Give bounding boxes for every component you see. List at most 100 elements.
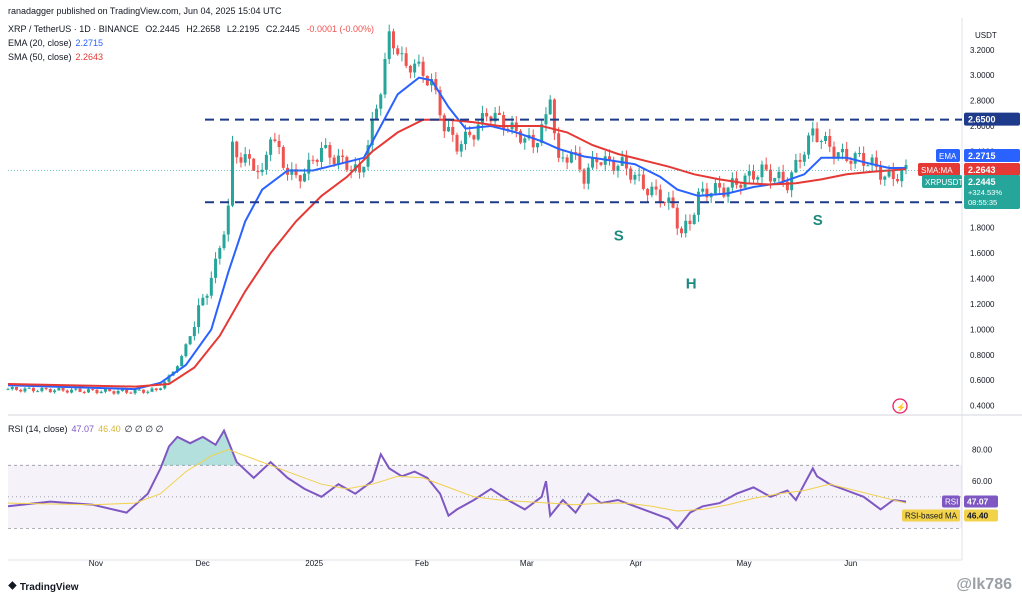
candle-body[interactable] — [315, 159, 319, 162]
candle-body[interactable] — [319, 147, 323, 162]
candle-body[interactable] — [137, 389, 141, 391]
candle-body[interactable] — [811, 128, 815, 136]
candle-body[interactable] — [396, 48, 400, 55]
candle-body[interactable] — [896, 178, 900, 182]
candle-body[interactable] — [760, 164, 764, 178]
candle-body[interactable] — [142, 389, 146, 393]
candle-body[interactable] — [442, 115, 446, 132]
candle-body[interactable] — [421, 61, 425, 76]
candle-body[interactable] — [870, 157, 874, 166]
candle-body[interactable] — [125, 389, 129, 393]
candle-body[interactable] — [188, 336, 192, 345]
candle-body[interactable] — [459, 144, 463, 152]
candle-body[interactable] — [730, 178, 734, 188]
candle-body[interactable] — [658, 189, 662, 203]
candle-body[interactable] — [684, 220, 688, 234]
candle-body[interactable] — [14, 387, 18, 390]
candle-body[interactable] — [756, 177, 760, 180]
candle-body[interactable] — [815, 128, 819, 142]
alert-flash-icon[interactable] — [892, 398, 908, 414]
candle-body[interactable] — [413, 63, 417, 73]
candle-body[interactable] — [417, 61, 421, 64]
candle-body[interactable] — [476, 124, 480, 140]
candle-body[interactable] — [408, 65, 412, 73]
candle-body[interactable] — [574, 152, 578, 154]
candle-body[interactable] — [336, 155, 340, 164]
candle-body[interactable] — [616, 165, 620, 171]
candle-body[interactable] — [612, 160, 616, 171]
candle-body[interactable] — [798, 159, 802, 162]
candle-body[interactable] — [307, 159, 311, 174]
candle-body[interactable] — [116, 391, 120, 394]
candle-body[interactable] — [425, 75, 429, 86]
candle-body[interactable] — [663, 202, 667, 204]
candle-body[interactable] — [654, 186, 658, 190]
candle-body[interactable] — [61, 387, 65, 391]
candle-body[interactable] — [231, 141, 234, 206]
candle-body[interactable] — [209, 277, 213, 296]
candle-body[interactable] — [44, 387, 48, 390]
candle-body[interactable] — [341, 155, 345, 157]
sma-legend[interactable]: SMA (50, close) 2.2643 — [8, 52, 104, 62]
candle-body[interactable] — [692, 214, 696, 225]
candle-body[interactable] — [472, 135, 476, 140]
candle-body[interactable] — [781, 171, 785, 182]
candle-body[interactable] — [27, 387, 31, 389]
candle-body[interactable] — [404, 53, 408, 66]
candle-body[interactable] — [108, 389, 112, 392]
candle-body[interactable] — [722, 187, 726, 197]
candle-body[interactable] — [86, 389, 90, 393]
candle-body[interactable] — [430, 79, 434, 86]
candle-body[interactable] — [53, 390, 57, 393]
candle-body[interactable] — [197, 305, 201, 328]
candle-body[interactable] — [548, 99, 552, 115]
candle-body[interactable] — [849, 160, 853, 164]
candle-body[interactable] — [273, 139, 277, 141]
candle-body[interactable] — [438, 90, 442, 116]
candle-body[interactable] — [264, 154, 268, 170]
candle-body[interactable] — [31, 387, 35, 392]
candle-body[interactable] — [718, 183, 722, 188]
candle-body[interactable] — [544, 114, 548, 125]
candle-body[interactable] — [99, 391, 103, 394]
candle-body[interactable] — [158, 388, 162, 390]
candle-body[interactable] — [743, 175, 747, 188]
candle-body[interactable] — [214, 258, 218, 278]
candle-body[interactable] — [552, 99, 556, 134]
candle-body[interactable] — [650, 186, 654, 196]
ema-legend[interactable]: EMA (20, close) 2.2715 — [8, 38, 104, 48]
candle-body[interactable] — [311, 159, 315, 161]
candle-body[interactable] — [154, 388, 158, 390]
candle-body[interactable] — [260, 169, 264, 173]
candle-body[interactable] — [175, 366, 179, 372]
candle-body[interactable] — [247, 154, 251, 159]
candle-body[interactable] — [298, 175, 302, 182]
candle-body[interactable] — [540, 124, 544, 144]
candle-body[interactable] — [726, 187, 730, 197]
candle-body[interactable] — [874, 157, 878, 167]
candle-body[interactable] — [840, 148, 844, 153]
candle-body[interactable] — [768, 169, 772, 182]
candle-body[interactable] — [502, 114, 506, 129]
candle-body[interactable] — [91, 389, 95, 391]
candle-body[interactable] — [752, 171, 756, 180]
candle-body[interactable] — [345, 156, 349, 170]
candle-body[interactable] — [790, 172, 794, 191]
candle-body[interactable] — [95, 389, 99, 394]
candle-body[interactable] — [696, 191, 700, 215]
candle-body[interactable] — [747, 171, 751, 176]
candle-body[interactable] — [646, 188, 650, 196]
candle-body[interactable] — [857, 153, 861, 155]
candle-body[interactable] — [167, 375, 171, 382]
candle-body[interactable] — [565, 157, 569, 163]
candle-body[interactable] — [713, 183, 717, 194]
candle-body[interactable] — [591, 158, 595, 168]
candle-body[interactable] — [497, 112, 501, 115]
candle-body[interactable] — [222, 234, 226, 249]
candle-body[interactable] — [294, 169, 298, 176]
candle-body[interactable] — [739, 184, 743, 188]
candle-body[interactable] — [832, 146, 836, 159]
candle-body[interactable] — [862, 153, 866, 166]
candle-body[interactable] — [19, 389, 23, 392]
